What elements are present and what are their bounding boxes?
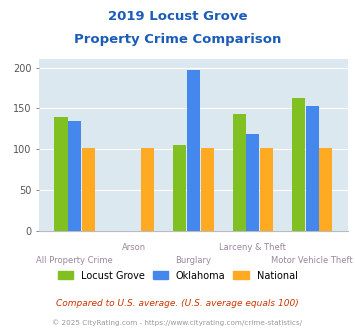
Bar: [173, 145, 186, 231]
Text: Motor Vehicle Theft: Motor Vehicle Theft: [272, 256, 353, 265]
Text: Compared to U.S. average. (U.S. average equals 100): Compared to U.S. average. (U.S. average …: [56, 299, 299, 308]
Bar: [320, 148, 332, 231]
Text: © 2025 CityRating.com - https://www.cityrating.com/crime-statistics/: © 2025 CityRating.com - https://www.city…: [53, 319, 302, 326]
Text: Property Crime Comparison: Property Crime Comparison: [74, 33, 281, 46]
Bar: [82, 148, 95, 231]
Bar: [292, 98, 305, 231]
Legend: Locust Grove, Oklahoma, National: Locust Grove, Oklahoma, National: [58, 271, 297, 280]
Text: 2019 Locust Grove: 2019 Locust Grove: [108, 10, 247, 23]
Text: All Property Crime: All Property Crime: [36, 256, 113, 265]
Bar: [246, 134, 260, 231]
Bar: [141, 148, 154, 231]
Text: Arson: Arson: [122, 243, 146, 251]
Text: Burglary: Burglary: [175, 256, 212, 265]
Text: Larceny & Theft: Larceny & Theft: [219, 243, 286, 251]
Bar: [68, 121, 81, 231]
Bar: [201, 148, 214, 231]
Bar: [187, 70, 200, 231]
Bar: [233, 114, 246, 231]
Bar: [306, 106, 319, 231]
Bar: [55, 116, 67, 231]
Bar: [260, 148, 273, 231]
